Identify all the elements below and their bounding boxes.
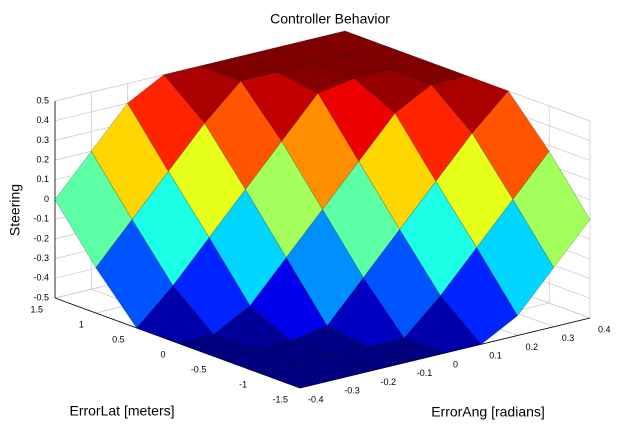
y-tick-label: 0 (160, 349, 165, 359)
x-tick-label: 0 (453, 359, 458, 369)
z-tick-label: -0.2 (33, 233, 49, 243)
y-tick-label: -1 (239, 379, 247, 389)
x-tick-label: 0.4 (598, 324, 611, 334)
x-tick-label: 0.3 (562, 333, 575, 343)
z-tick-label: 0 (44, 194, 49, 204)
z-tick-label: -0.3 (33, 253, 49, 263)
x-axis-label: ErrorAng [radians] (431, 404, 545, 420)
z-tick-label: -0.4 (33, 273, 49, 283)
z-tick-label: -0.5 (33, 292, 49, 302)
x-tick-label: 0.2 (526, 342, 539, 352)
x-tick-label: 0.1 (489, 351, 502, 361)
y-tick-label: 0.5 (112, 334, 125, 344)
surface-face (258, 364, 337, 389)
x-tick-label: -0.3 (344, 386, 360, 396)
y-tick-label: -0.5 (191, 364, 207, 374)
y-tick-label: 1.5 (30, 304, 43, 314)
z-axis-label: Steering (7, 184, 23, 236)
x-tick-label: -0.2 (381, 377, 397, 387)
y-axis-label: ErrorLat [meters] (69, 403, 174, 419)
z-tick-label: 0.2 (36, 154, 49, 164)
x-tick-label: -0.4 (308, 394, 324, 404)
y-tick-label: -1.5 (272, 394, 288, 404)
y-tick-label: 1 (79, 319, 84, 329)
x-tick-label: -0.1 (417, 368, 433, 378)
z-tick-label: -0.1 (33, 214, 49, 224)
z-tick-label: 0.3 (36, 135, 49, 145)
z-tick-label: 0.1 (36, 174, 49, 184)
chart-title: Controller Behavior (270, 11, 390, 27)
z-tick-label: 0.5 (36, 95, 49, 105)
z-tick-label: 0.4 (36, 115, 49, 125)
